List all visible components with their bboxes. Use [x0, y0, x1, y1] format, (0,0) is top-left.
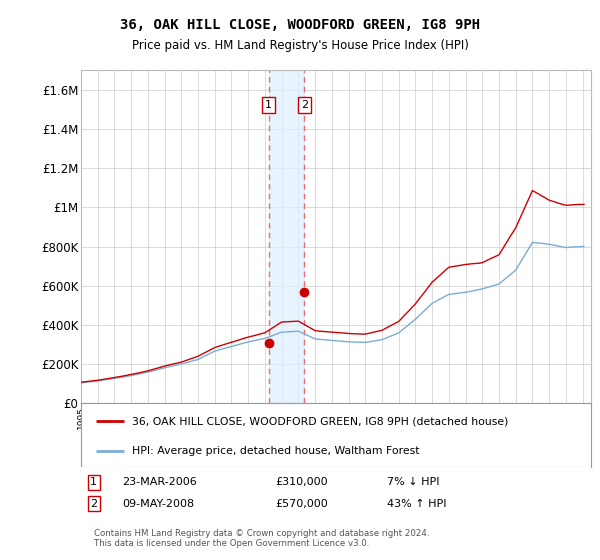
Text: 2: 2: [90, 498, 97, 508]
Text: £570,000: £570,000: [275, 498, 328, 508]
Text: 2: 2: [301, 100, 308, 110]
Text: 7% ↓ HPI: 7% ↓ HPI: [387, 478, 439, 487]
Text: 23-MAR-2006: 23-MAR-2006: [122, 478, 197, 487]
Text: 1: 1: [265, 100, 272, 110]
Text: 36, OAK HILL CLOSE, WOODFORD GREEN, IG8 9PH (detached house): 36, OAK HILL CLOSE, WOODFORD GREEN, IG8 …: [132, 416, 508, 426]
Text: 43% ↑ HPI: 43% ↑ HPI: [387, 498, 446, 508]
Text: 09-MAY-2008: 09-MAY-2008: [122, 498, 194, 508]
Text: £310,000: £310,000: [275, 478, 328, 487]
Bar: [269, 70, 304, 403]
Text: 36, OAK HILL CLOSE, WOODFORD GREEN, IG8 9PH: 36, OAK HILL CLOSE, WOODFORD GREEN, IG8 …: [120, 18, 480, 32]
Text: 1: 1: [90, 478, 97, 487]
Text: Contains HM Land Registry data © Crown copyright and database right 2024.
This d: Contains HM Land Registry data © Crown c…: [94, 529, 429, 548]
Text: Price paid vs. HM Land Registry's House Price Index (HPI): Price paid vs. HM Land Registry's House …: [131, 39, 469, 53]
Text: HPI: Average price, detached house, Waltham Forest: HPI: Average price, detached house, Walt…: [132, 446, 419, 456]
